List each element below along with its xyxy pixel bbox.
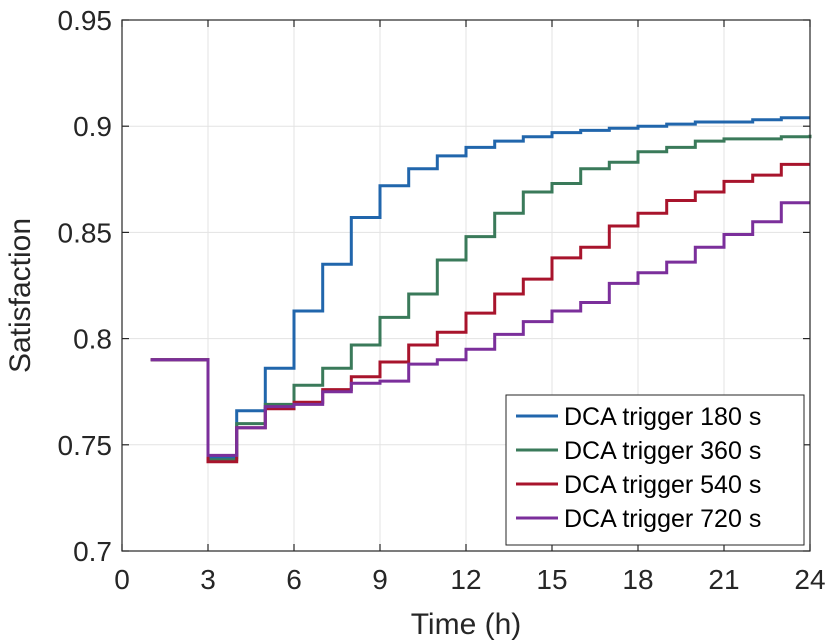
plot-area-border — [121, 19, 811, 552]
legend-label-2: DCA trigger 360 s — [564, 437, 761, 465]
y-tick-label: 0.95 — [58, 5, 113, 36]
series-lines — [150, 116, 812, 464]
y-axis-title: Satisfaction — [4, 218, 37, 373]
tick-labels: 0 3 6 9 12 15 18 21 24 0.7 0.75 0.8 0.85 0.9 0.95 — [58, 5, 826, 595]
series-line-2 — [150, 134, 812, 462]
x-tick-label: 15 — [536, 564, 567, 595]
y-tick-label: 0.9 — [73, 111, 112, 142]
axes — [121, 19, 811, 552]
y-tick-label: 0.85 — [58, 217, 113, 248]
x-tick-label: 12 — [450, 564, 481, 595]
legend-label-4: DCA trigger 720 s — [564, 505, 761, 533]
x-tick-label: 21 — [708, 564, 739, 595]
x-tick-label: 0 — [114, 564, 130, 595]
y-tick-label: 0.8 — [73, 324, 112, 355]
y-tick-label: 0.7 — [73, 536, 112, 567]
x-axis-title: Time (h) — [411, 608, 522, 641]
legend: DCA trigger 180 s DCA trigger 360 s DCA tr… — [505, 394, 805, 546]
series-line-3 — [150, 162, 810, 464]
series-line-1 — [150, 116, 810, 459]
legend-box — [505, 394, 805, 546]
legend-entries: DCA trigger 180 s DCA trigger 360 s DCA tr… — [516, 403, 761, 533]
series-line-4 — [150, 201, 810, 457]
x-tick-label: 24 — [794, 564, 825, 595]
y-tick-label: 0.75 — [58, 430, 113, 461]
x-tick-label: 3 — [200, 564, 216, 595]
legend-label-1: DCA trigger 180 s — [564, 403, 761, 431]
x-tick-label: 6 — [286, 564, 302, 595]
x-tick-label: 18 — [622, 564, 653, 595]
x-tick-label: 9 — [372, 564, 388, 595]
legend-label-3: DCA trigger 540 s — [564, 471, 761, 499]
